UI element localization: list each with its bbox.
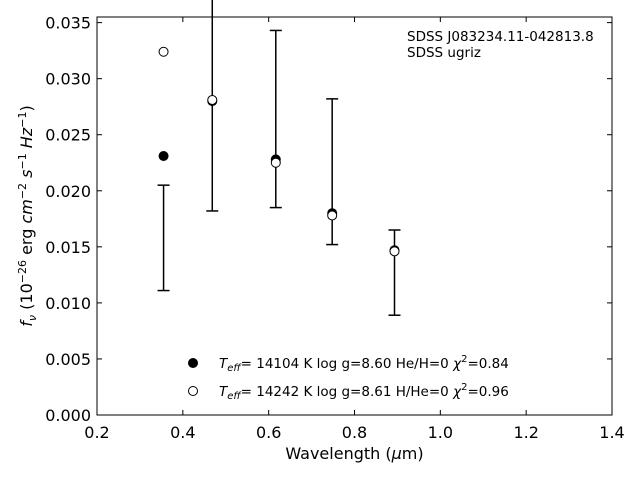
- legend-label-h-he: Teff= 14242 K log g=8.61 H/He=0 χ2=0.96: [219, 382, 509, 402]
- x-tick-label: 0.4: [170, 423, 195, 442]
- model-point-open: [270, 157, 281, 168]
- y-tick-label: 0.000: [45, 406, 91, 425]
- x-tick-label: 0.2: [84, 423, 109, 442]
- x-tick-label: 0.6: [256, 423, 281, 442]
- y-tick-label: 0.025: [45, 126, 91, 145]
- y-tick-label: 0.015: [45, 238, 91, 257]
- model-point-filled: [158, 151, 169, 162]
- x-tick-label: 0.8: [342, 423, 367, 442]
- y-tick-label: 0.010: [45, 294, 91, 313]
- annotation-filter-set: SDSS ugriz: [407, 45, 481, 61]
- x-tick-label: 1.4: [599, 423, 624, 442]
- y-axis-label: fν (10−26 erg cm−2 s−1 Hz−1): [16, 105, 39, 326]
- legend-marker-filled: [188, 358, 198, 368]
- model-point-open: [389, 246, 400, 257]
- x-tick-label: 1.2: [513, 423, 538, 442]
- model-point-open: [327, 210, 338, 221]
- legend-marker-open: [188, 386, 198, 396]
- y-tick-label: 0.005: [45, 350, 91, 369]
- model-point-open: [207, 94, 218, 105]
- model-point-open: [158, 46, 169, 57]
- legend-label-he-h: Teff= 14104 K log g=8.60 He/H=0 χ2=0.84: [219, 354, 509, 374]
- y-tick-label: 0.035: [45, 14, 91, 33]
- x-axis-ticks: 0.2 0.4 0.6 0.8 1.0 1.2 1.4: [84, 17, 625, 442]
- y-tick-label: 0.030: [45, 70, 91, 89]
- legend: Teff= 14104 K log g=8.60 He/H=0 χ2=0.84 …: [188, 354, 509, 402]
- x-tick-label: 1.0: [428, 423, 453, 442]
- y-tick-label: 0.020: [45, 182, 91, 201]
- annotation-object-name: SDSS J083234.11-042813.8: [407, 29, 594, 45]
- x-axis-label: Wavelength (μm): [285, 444, 423, 463]
- data-points: [158, 46, 400, 257]
- y-axis-ticks: 0.000 0.005 0.010 0.015 0.020 0.025 0.030 0.035: [45, 14, 612, 425]
